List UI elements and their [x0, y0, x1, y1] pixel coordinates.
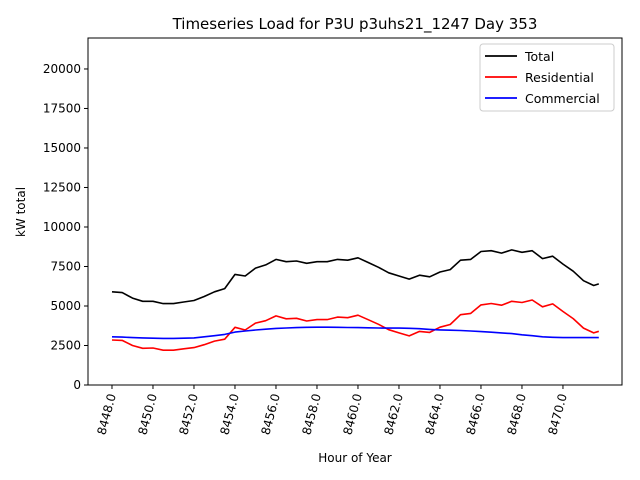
- x-tick-label: 8458.0: [299, 392, 323, 436]
- x-tick-label: 8464.0: [422, 392, 446, 436]
- series-layer: [111, 249, 600, 352]
- x-tick-label: 8468.0: [504, 392, 528, 436]
- y-tick-label: 0: [73, 378, 81, 392]
- series-line-commercial: [111, 326, 599, 340]
- legend-label-total: Total: [524, 49, 554, 64]
- series-line-total: [111, 249, 600, 305]
- y-tick-label: 15000: [43, 141, 81, 155]
- y-tick-label: 17500: [43, 101, 81, 115]
- x-tick-label: 8470.0: [545, 392, 569, 436]
- legend-label-commercial: Commercial: [525, 91, 600, 106]
- series-line-residential: [111, 299, 600, 352]
- x-tick-label: 8466.0: [463, 392, 487, 436]
- y-tick-label: 5000: [50, 299, 81, 313]
- x-tick-label: 8456.0: [258, 392, 282, 436]
- chart-title: Timeseries Load for P3U p3uhs21_1247 Day…: [172, 15, 538, 34]
- x-tick-label: 8448.0: [94, 392, 118, 436]
- legend: Total Residential Commercial: [479, 43, 615, 112]
- y-tick-label: 7500: [50, 259, 81, 273]
- y-tick-label: 12500: [43, 180, 81, 194]
- legend-label-residential: Residential: [525, 70, 594, 85]
- x-tick-label: 8462.0: [381, 392, 405, 436]
- y-tick-label: 20000: [43, 62, 81, 76]
- x-axis-label: Hour of Year: [318, 451, 392, 465]
- legend-box: [479, 43, 615, 112]
- y-tick-label: 10000: [43, 220, 81, 234]
- x-tick-label: 8450.0: [135, 392, 159, 436]
- plot-frame: [87, 37, 623, 386]
- y-tick-label: 2500: [50, 338, 81, 352]
- x-tick-label: 8460.0: [340, 392, 364, 436]
- y-axis-label: kW total: [14, 187, 28, 237]
- x-tick-label: 8452.0: [176, 392, 200, 436]
- x-tick-label: 8454.0: [217, 392, 241, 436]
